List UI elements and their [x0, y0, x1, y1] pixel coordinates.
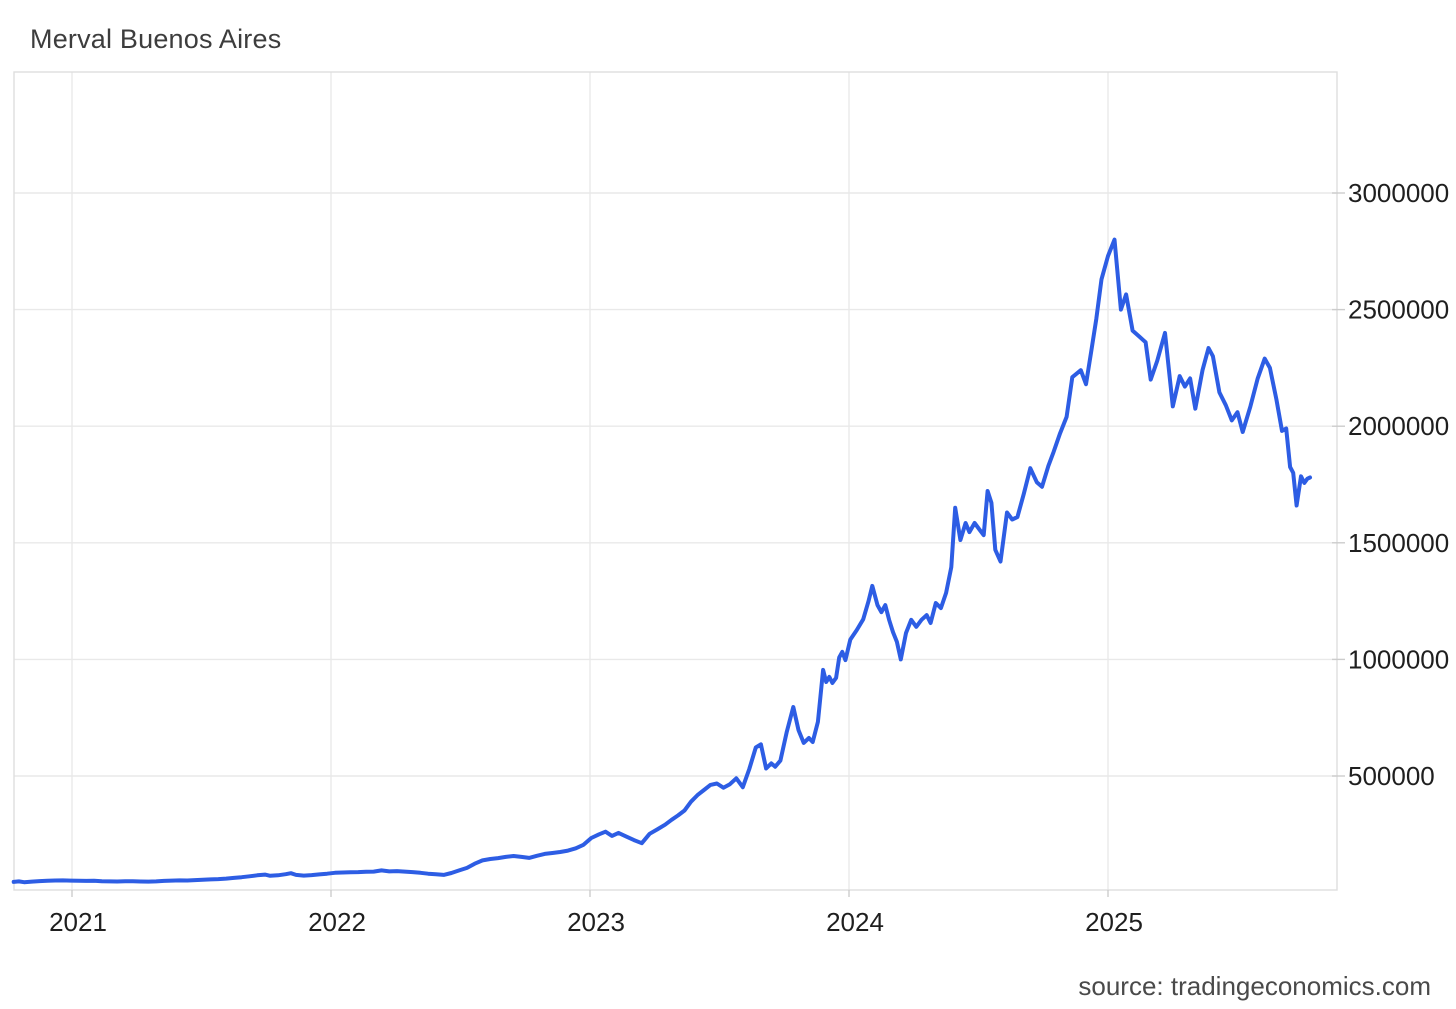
svg-text:1000000: 1000000	[1348, 644, 1449, 674]
svg-text:2024: 2024	[826, 907, 884, 937]
svg-text:500000: 500000	[1348, 761, 1435, 791]
chart-title: Merval Buenos Aires	[30, 24, 282, 54]
svg-text:2000000: 2000000	[1348, 411, 1449, 441]
svg-text:3000000: 3000000	[1348, 178, 1449, 208]
svg-text:2021: 2021	[49, 907, 107, 937]
svg-text:2022: 2022	[308, 907, 366, 937]
price-line-series	[11, 237, 1312, 885]
svg-text:2025: 2025	[1085, 907, 1143, 937]
axis-labels: 500000 1000000 1500000 2000000 2500000 300000…	[49, 178, 1449, 937]
source-link[interactable]: source: tradingeconomics.com	[1078, 971, 1431, 1001]
svg-text:2500000: 2500000	[1348, 295, 1449, 325]
svg-text:2023: 2023	[567, 907, 625, 937]
axis-ticks	[71, 192, 1345, 897]
gridlines	[14, 72, 1337, 890]
plot-frame	[13, 71, 1338, 891]
svg-text:1500000: 1500000	[1348, 528, 1449, 558]
